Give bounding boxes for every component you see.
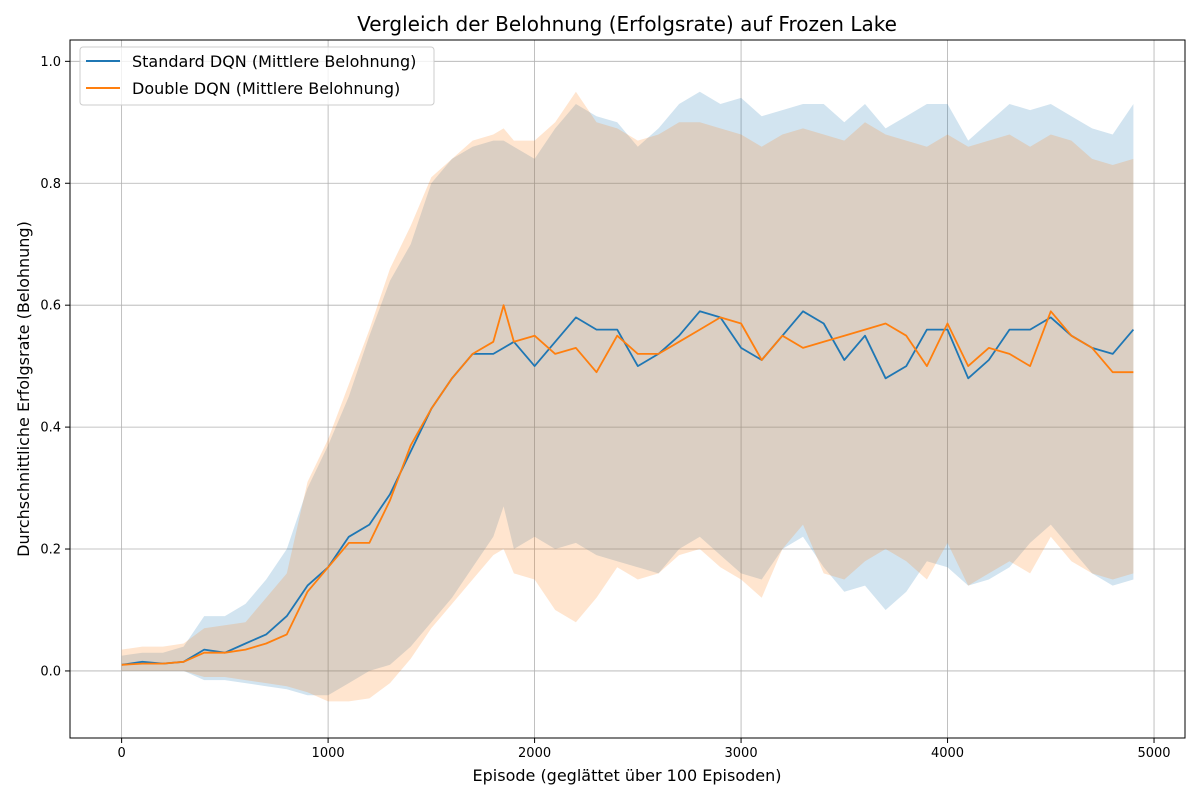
x-tick-label: 0 [117,746,125,761]
line-double-dqn [121,304,1134,666]
y-tick-label: 1.0 [40,55,61,70]
y-tick-label: 0.8 [40,177,61,192]
line-standard-dqn [121,310,1135,666]
legend-label-double-dqn: Double DQN (Mittlere Belohnung) [132,79,400,98]
x-tick-label: 1000 [312,746,345,761]
x-tick-label: 3000 [725,746,758,761]
x-tick-label: 5000 [1137,746,1170,761]
y-axis-label: Durchschnittliche Erfolgsrate (Belohnung… [14,221,33,557]
y-tick-label: 0.2 [40,543,61,558]
x-axis-label: Episode (geglättet über 100 Episoden) [473,766,782,785]
ticks: 0 1000 2000 3000 4000 5000 0.0 0.2 0.4 0.6 0.8 1.0 [40,55,1170,761]
x-tick-label: 2000 [518,746,551,761]
x-tick-label: 4000 [931,746,964,761]
y-tick-label: 0.6 [40,299,61,314]
legend: Standard DQN (Mittlere Belohnung) Double… [79,46,435,106]
band-double-dqn [121,91,1134,702]
chart-title: Vergleich der Belohnung (Erfolgsrate) au… [357,12,897,36]
legend-label-standard-dqn: Standard DQN (Mittlere Belohnung) [132,52,416,71]
legend-box [79,46,435,106]
plot-frame [69,39,1186,739]
confidence-bands [121,91,1134,702]
y-tick-label: 0.0 [40,664,61,679]
band-standard-dqn [121,91,1134,696]
y-tick-label: 0.4 [40,421,61,436]
series-lines [121,304,1135,666]
